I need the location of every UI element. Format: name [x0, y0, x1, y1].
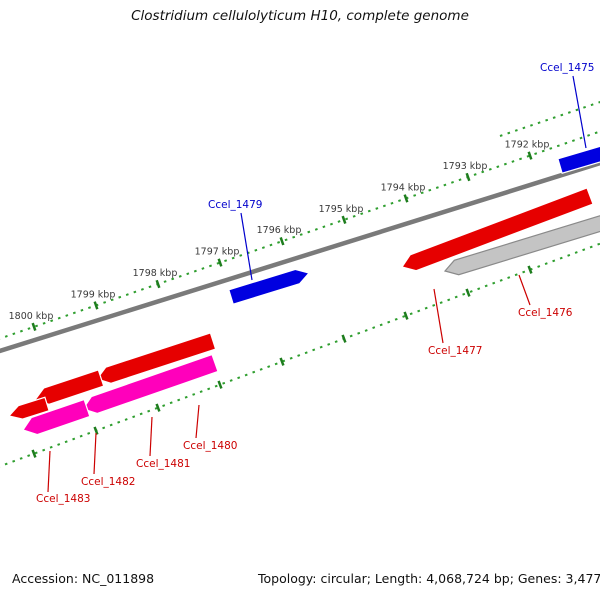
gene-arrow-ccel-1477[interactable]	[401, 187, 594, 272]
kbp-major-tick	[155, 403, 161, 412]
kbp-label: 1797 kbp	[195, 247, 240, 258]
gene-label-ccel-1483[interactable]: Ccel_1483	[36, 493, 90, 505]
kbp-major-tick	[31, 322, 37, 332]
kbp-major-tick	[93, 301, 99, 310]
leader-line-ccel-1476	[518, 274, 531, 306]
page-title: Clostridium cellulolyticum H10, complete…	[131, 8, 469, 24]
gene-arrows	[7, 136, 600, 436]
kbp-major-tick	[217, 380, 223, 389]
kbp-major-tick	[341, 334, 347, 343]
gene-arrow-ccel-1481[interactable]	[82, 353, 219, 415]
kbp-major-tick	[279, 237, 285, 246]
gene-label-ccel-1480[interactable]: Ccel_1480	[183, 440, 237, 452]
genome-backbone-line	[0, 160, 600, 354]
gene-label-ccel-1475[interactable]: Ccel_1475	[540, 62, 594, 74]
leader-line-ccel-1482	[93, 432, 97, 475]
kbp-major-tick	[341, 215, 347, 225]
gene-label-ccel-1481[interactable]: Ccel_1481	[136, 458, 190, 470]
leader-line-ccel-1481	[149, 416, 153, 457]
status-accession: Accession: NC_011898	[12, 571, 154, 586]
kbp-label: 1799 kbp	[71, 289, 116, 300]
kbp-label: 1793 kbp	[443, 161, 488, 172]
gene-label-ccel-1477[interactable]: Ccel_1477	[428, 345, 482, 357]
kbp-major-tick	[217, 258, 223, 267]
ruler-tick-rings	[0, 101, 600, 468]
gene-arrow-ccel-1483[interactable]	[22, 398, 91, 436]
kbp-major-tick	[465, 288, 471, 297]
leader-line-ccel-1475	[572, 75, 587, 149]
kbp-label: 1798 kbp	[133, 268, 178, 279]
kbp-label: 1795 kbp	[319, 204, 364, 215]
kbp-major-tick	[527, 151, 533, 160]
leader-line-ccel-1483	[47, 450, 51, 493]
status-bar: Accession: NC_011898 Topology: circular;…	[12, 571, 600, 586]
kbp-major-tick	[93, 426, 99, 435]
gene-label-ccel-1476[interactable]: Ccel_1476	[518, 307, 573, 319]
leader-line-ccel-1477	[433, 288, 444, 344]
gene-label-ccel-1482[interactable]: Ccel_1482	[81, 476, 135, 488]
kbp-label: 1800 kbp	[9, 311, 54, 322]
gene-arrow-ccel-1480[interactable]	[96, 332, 217, 384]
gene-arrow-ccel-1479[interactable]	[228, 268, 311, 305]
genome-backbone	[0, 160, 600, 354]
gene-labels: Ccel_1475 Ccel_1479 Ccel_1476 Ccel_1477 Ccel…	[36, 62, 594, 505]
leader-line-ccel-1480	[195, 404, 200, 439]
kbp-major-tick	[31, 449, 37, 458]
gene-arrow-gene-edge-left[interactable]	[7, 396, 50, 420]
kbp-major-tick	[403, 194, 409, 203]
kbp-major-tick	[279, 357, 285, 366]
ruler-ring-upper-outer	[499, 101, 600, 137]
kbp-major-tick	[155, 279, 161, 289]
kbp-major-tick	[527, 265, 533, 274]
ruler-labels: 1792 kbp 1793 kbp 1794 kbp 1795 kbp 1796 kbp…	[9, 140, 550, 322]
gene-label-ccel-1479[interactable]: Ccel_1479	[208, 199, 262, 211]
kbp-label: 1796 kbp	[257, 225, 302, 236]
kbp-label: 1792 kbp	[505, 140, 550, 151]
kbp-major-tick	[465, 172, 471, 182]
gene-arrow-ccel-1475[interactable]	[557, 136, 600, 174]
gene-arrow-ccel-1476[interactable]	[443, 213, 600, 276]
kbp-major-tick	[403, 311, 409, 320]
leader-line-ccel-1479	[240, 212, 253, 281]
status-summary: Topology: circular; Length: 4,068,724 bp…	[257, 571, 600, 586]
kbp-label: 1794 kbp	[381, 182, 426, 193]
